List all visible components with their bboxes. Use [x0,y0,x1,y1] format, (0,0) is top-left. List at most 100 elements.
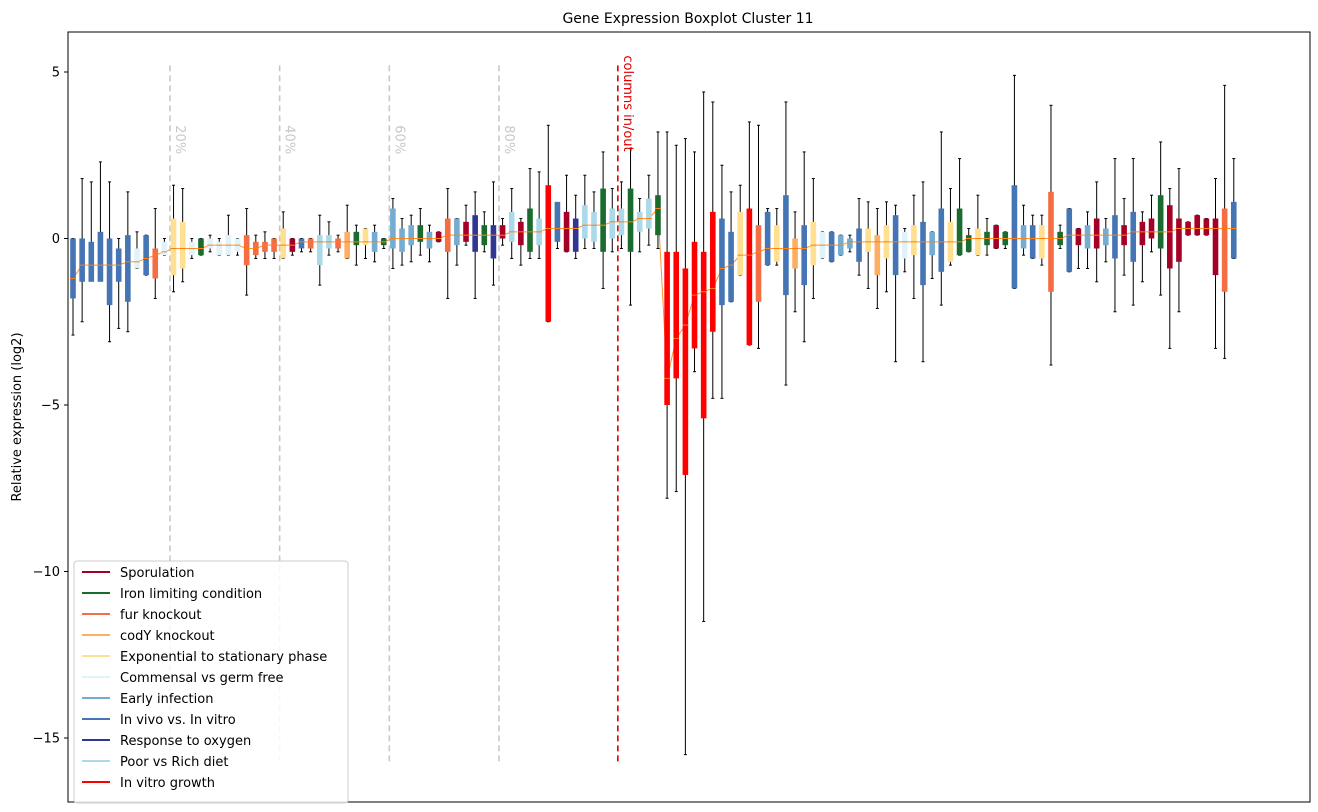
box-body [865,228,871,252]
box [1112,158,1118,313]
box-body [1139,221,1146,246]
box [828,231,835,263]
box-body [572,218,579,252]
box [216,238,223,256]
box-body [207,238,213,249]
box [234,238,241,256]
box-body [262,241,268,252]
box-series [70,74,1237,756]
box [1176,168,1182,313]
box-body [1084,225,1091,249]
box [719,164,725,399]
box-body [755,225,762,302]
box [1194,214,1201,236]
box-body [298,238,305,249]
box-body [344,231,350,259]
box [856,198,862,276]
box-body [1194,215,1201,236]
box [1029,214,1036,259]
box-body [856,228,862,262]
box [353,224,360,266]
box [956,158,963,256]
box [390,198,396,269]
box [993,224,999,249]
box-body [1148,218,1155,239]
box-body [527,208,533,252]
marker-labels: 20% 40% 60% 80% columns in/out [172,55,635,154]
box-body [646,198,652,229]
box [1130,158,1137,306]
box-body [79,238,85,282]
box [79,178,85,323]
box-body [70,238,76,299]
box [316,214,323,286]
box [773,208,780,266]
legend-label: In vitro growth [120,776,215,791]
box-body [161,241,168,256]
box [326,221,332,256]
y-tick-label: 0 [52,232,60,247]
box-body [792,238,798,269]
box [280,211,287,259]
box [810,178,817,299]
box-body [956,208,963,256]
box-body [1048,191,1054,292]
box [518,218,524,266]
box [920,181,926,363]
box [984,218,990,256]
box [938,131,945,306]
box [710,101,716,399]
box [582,174,588,249]
box-body [582,205,588,239]
box [691,151,698,373]
y-tick-label: 5 [52,66,60,81]
box [499,218,506,246]
box-body [1075,228,1082,246]
box-body [554,201,561,242]
box-body [1020,225,1027,249]
box [1075,228,1082,269]
percent-label: 20% [172,125,187,154]
box [700,91,707,622]
box-body [1103,228,1109,246]
box-body [417,225,424,242]
box-body [508,211,515,242]
box [609,188,616,253]
box [874,208,881,309]
box-body [125,235,131,302]
box [755,124,762,349]
box-body [518,221,524,246]
box [1167,188,1173,349]
chart-title: Gene Expression Boxplot Cluster 11 [562,11,813,27]
percent-label: 40% [282,125,297,154]
box-body [198,238,204,256]
box [198,238,204,256]
box [125,191,131,333]
box [572,194,579,259]
box [554,201,561,249]
box-body [673,251,680,379]
box [115,238,122,329]
box-body [435,231,442,242]
box [655,131,661,249]
box-body [335,238,341,249]
box [335,234,341,253]
box [600,151,606,289]
box [1084,211,1091,269]
inout-label: columns in/out [620,55,635,151]
box-body [97,231,104,282]
box [975,194,981,256]
box [143,234,149,276]
box [801,151,807,343]
box-body [362,228,369,246]
box [106,181,113,343]
box [417,208,424,256]
box-body [710,211,716,332]
box-body [810,221,817,266]
box [819,231,826,259]
box-body [627,188,634,252]
box-body [1093,218,1100,249]
box [371,224,378,263]
box-body [911,225,917,256]
box-body [152,248,159,279]
